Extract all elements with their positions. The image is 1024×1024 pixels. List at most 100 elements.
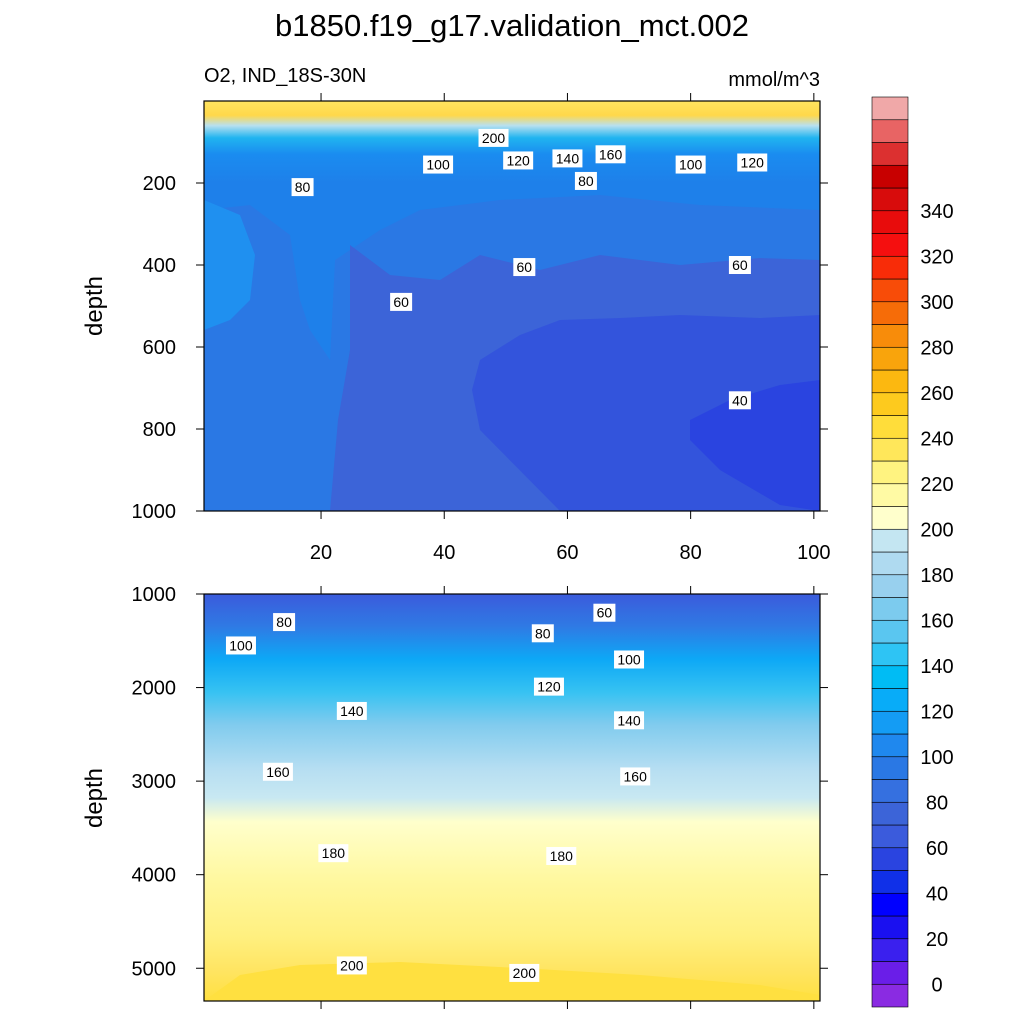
contour-label-text: 200 — [482, 130, 506, 146]
colorbar-tick-label: 220 — [920, 474, 953, 496]
contour-label-text: 120 — [506, 152, 530, 168]
contour-label: 140 — [552, 149, 583, 168]
contour-label-text: 160 — [624, 768, 648, 784]
colorbar-swatch — [871, 688, 909, 712]
upper-contour-labels: 200 100 120 140 160 100 120 80 80 60 60 60 40 — [291, 128, 768, 410]
contour-label: 60 — [728, 256, 751, 274]
contour-label-box — [593, 603, 616, 622]
contour-label-text: 80 — [276, 614, 292, 630]
colorbar-swatch — [871, 710, 909, 735]
colorbar-tick-label: 240 — [920, 428, 953, 450]
colorbar-swatch — [871, 346, 909, 371]
contour-label: 180 — [318, 844, 349, 863]
contour-label-text: 100 — [229, 637, 253, 653]
upper-y-axis-title: depth — [81, 276, 108, 336]
contour-label-text: 160 — [266, 764, 290, 780]
contour-label-box — [595, 145, 626, 164]
contour-label-box — [614, 650, 645, 669]
colorbar: 0 20 40 60 80 100 120 140 160 180 200 220 240 260 280 3… — [871, 96, 954, 1008]
contour-label-text: 40 — [732, 392, 748, 408]
y-tick-label: 2000 — [132, 678, 177, 700]
colorbar-swatch — [871, 961, 909, 985]
contour-label: 180 — [546, 846, 577, 865]
lower-y-tick-marks: 1000 2000 3000 4000 5000 — [132, 584, 828, 980]
colorbar-swatch — [871, 164, 909, 189]
colorbar-swatch — [871, 847, 909, 871]
colorbar-tick-label: 40 — [926, 883, 948, 905]
contour-label-box — [620, 767, 651, 786]
contour-label: 60 — [513, 258, 536, 277]
colorbar-swatch — [871, 187, 909, 212]
colorbar-tick-label: 300 — [920, 292, 953, 314]
colorbar-swatch — [871, 779, 909, 803]
lower-contour-labels: 80 60 100 80 100 120 140 140 160 160 180 180 200 200 — [225, 603, 651, 982]
contour-label-box — [614, 711, 645, 730]
colorbar-swatch — [871, 574, 909, 598]
contour-label: 120 — [503, 151, 534, 170]
colorbar-swatch — [871, 119, 909, 143]
colorbar-swatch — [871, 915, 909, 940]
contour-label-text: 140 — [617, 712, 641, 728]
contour-label: 80 — [291, 178, 314, 197]
colorbar-swatch — [871, 642, 909, 667]
contour-label-box — [478, 128, 509, 147]
colorbar-swatch — [871, 415, 909, 439]
colorbar-swatch — [871, 528, 909, 553]
contour-label: 100 — [614, 650, 645, 669]
contour-label-text: 60 — [597, 605, 613, 621]
colorbar-swatch — [871, 483, 909, 507]
colorbar-tick-label: 20 — [926, 929, 948, 951]
colorbar-tick-label: 200 — [920, 519, 953, 541]
contour-label-text: 180 — [322, 845, 346, 861]
upper-region-40 — [690, 380, 820, 511]
colorbar-swatch — [871, 938, 909, 962]
contour-label-box — [574, 171, 597, 190]
y-tick-label: 3000 — [132, 771, 177, 793]
colorbar-tick-label: 140 — [920, 656, 953, 678]
contour-label: 160 — [620, 767, 651, 786]
colorbar-swatch — [871, 278, 909, 303]
x-tick-label: 60 — [556, 542, 578, 564]
contour-label: 120 — [737, 153, 768, 172]
contour-label-text: 100 — [617, 651, 641, 667]
contour-label-box — [291, 178, 314, 197]
colorbar-swatch — [871, 756, 909, 780]
contour-label-box — [390, 292, 413, 311]
contour-label-box — [531, 624, 554, 643]
contour-label-box — [225, 636, 256, 655]
x-tick-label: 40 — [433, 542, 455, 564]
lower-plot-background — [204, 594, 820, 1001]
contour-label-box — [546, 846, 577, 865]
contour-label-box — [262, 762, 293, 781]
contour-label-box — [675, 155, 706, 174]
colorbar-swatch — [871, 255, 909, 280]
contour-label-text: 120 — [537, 679, 561, 695]
colorbar-swatch — [871, 437, 909, 462]
subtitle-right: mmol/m^3 — [728, 69, 820, 91]
contour-label-text: 60 — [517, 259, 533, 275]
x-tick-label: 20 — [310, 542, 332, 564]
y-tick-label: 5000 — [132, 958, 177, 980]
x-tick-label: 100 — [797, 542, 830, 564]
colorbar-tick-label: 100 — [920, 747, 953, 769]
contour-label-box — [503, 151, 534, 170]
contour-label-text: 140 — [556, 150, 580, 166]
contour-label-text: 200 — [340, 957, 364, 973]
contour-label-box — [728, 391, 751, 410]
colorbar-swatch — [871, 733, 909, 758]
colorbar-swatch — [871, 665, 909, 689]
contour-label-text: 100 — [426, 157, 450, 173]
y-tick-label: 1000 — [132, 501, 177, 523]
colorbar-swatch — [871, 506, 909, 530]
contour-label-box — [336, 701, 367, 720]
contour-label-box — [533, 677, 564, 696]
contour-label: 80 — [531, 624, 554, 643]
contour-label-box — [336, 956, 367, 975]
contour-label: 120 — [533, 677, 564, 696]
contour-label-text: 120 — [741, 155, 765, 171]
contour-label-box — [273, 613, 296, 632]
contour-label-box — [318, 844, 349, 863]
contour-label-box — [737, 153, 768, 172]
contour-label: 60 — [593, 603, 616, 622]
